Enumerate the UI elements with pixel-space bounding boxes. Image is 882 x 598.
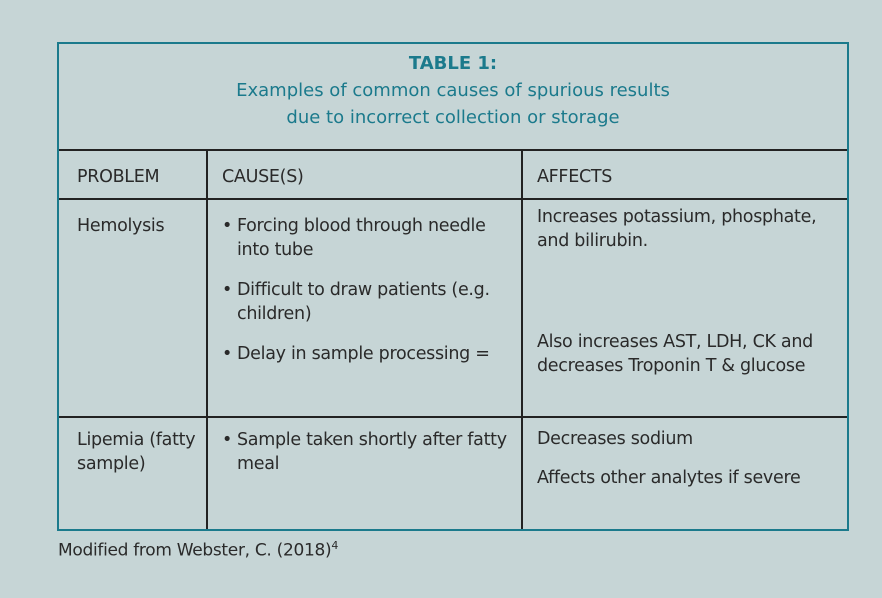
- divider: [521, 151, 523, 529]
- row-causes: Forcing blood through needle into tube D…: [222, 214, 507, 366]
- header-causes: CAUSE(S): [222, 167, 304, 187]
- source-text: Modified from Webster, C. (2018): [58, 540, 332, 561]
- cause-item: Delay in sample processing =: [222, 342, 507, 366]
- row-causes: Sample taken shortly after fatty meal: [222, 428, 507, 476]
- row-problem: Lipemia (fatty sample): [77, 430, 196, 474]
- table-subtitle-line2: due to incorrect collection or storage: [286, 107, 620, 128]
- header-affects: AFFECTS: [537, 167, 613, 187]
- row-affects: Increases potassium, phosphate, and bili…: [537, 207, 817, 251]
- row-affects: Decreases sodium: [537, 429, 693, 449]
- divider: [59, 198, 847, 200]
- table-title-block: TABLE 1: Examples of common causes of sp…: [59, 44, 847, 151]
- data-table: TABLE 1: Examples of common causes of sp…: [57, 42, 849, 531]
- row-affects: Also increases AST, LDH, CK and decrease…: [537, 332, 813, 376]
- table-subtitle-line1: Examples of common causes of spurious re…: [236, 80, 670, 101]
- cause-item: Sample taken shortly after fatty meal: [222, 428, 507, 476]
- row-problem: Hemolysis: [77, 216, 165, 236]
- cause-item: Forcing blood through needle into tube: [222, 214, 507, 262]
- footnote-ref: 4: [331, 539, 339, 552]
- divider: [206, 151, 208, 529]
- divider: [59, 416, 847, 418]
- source-note: Modified from Webster, C. (2018)4: [58, 539, 338, 561]
- header-problem: PROBLEM: [77, 167, 160, 187]
- row-affects: Affects other analytes if severe: [537, 468, 801, 488]
- table-title: TABLE 1:: [408, 53, 498, 74]
- cause-item: Difficult to draw patients (e.g. childre…: [222, 278, 507, 326]
